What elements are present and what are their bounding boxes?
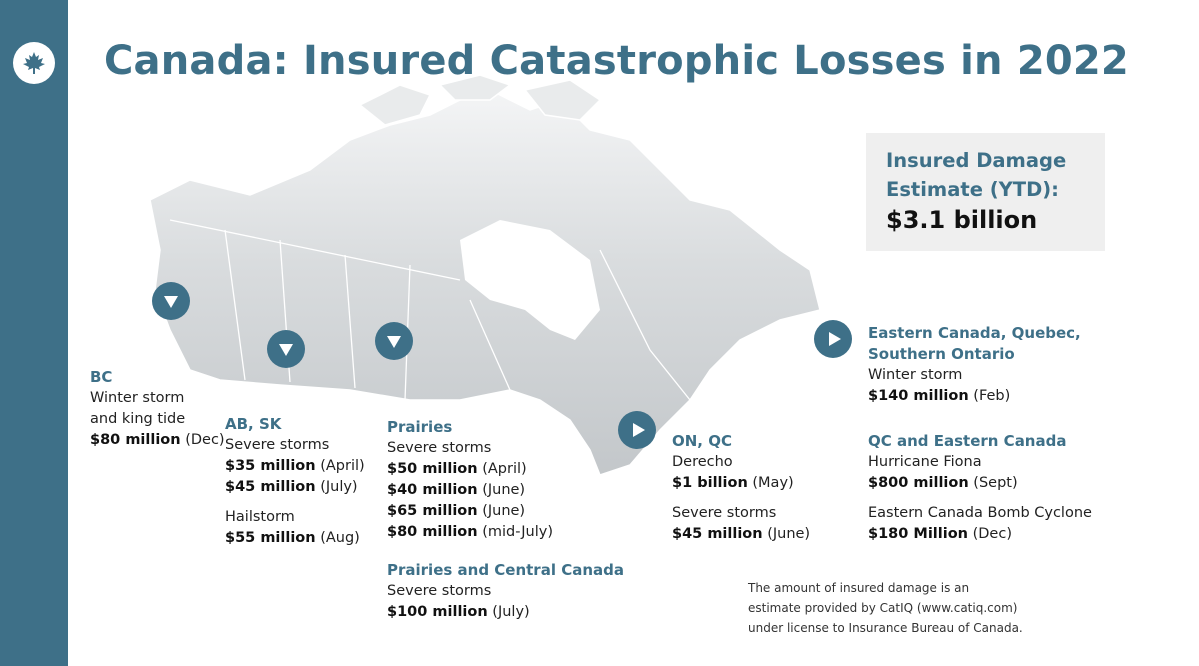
estimate-value: $3.1 billion <box>886 206 1038 234</box>
hudson-bay <box>460 220 600 340</box>
note-line: estimate provided by CatIQ (www.catiq.co… <box>748 601 1018 615</box>
estimate-panel: Insured Damage Estimate (YTD): $3.1 bill… <box>866 133 1105 251</box>
event-line: $55 million (Aug) <box>225 530 360 546</box>
region-heading: AB, SK <box>225 415 282 433</box>
event-line: $140 million (Feb) <box>868 388 1011 404</box>
region-prairies-central: Prairies and Central Canada Severe storm… <box>387 560 624 623</box>
region-ab-sk: AB, SK Severe storms $35 million (April)… <box>225 414 365 549</box>
event-line: $40 million (June) <box>387 482 526 498</box>
region-heading: Prairies <box>387 418 453 436</box>
event-line: $100 million (July) <box>387 604 530 620</box>
eastern-marker-right-triangle-icon[interactable] <box>814 320 852 358</box>
event-line: $65 million (June) <box>387 503 526 519</box>
onqc-marker-right-triangle-icon[interactable] <box>618 411 656 449</box>
event-line: Severe storms <box>672 505 777 521</box>
event-line: $35 million (April) <box>225 458 365 474</box>
region-heading: QC and Eastern Canada <box>868 432 1067 450</box>
region-heading: Eastern Canada, Quebec, Southern Ontario <box>868 324 1081 363</box>
event-line: Eastern Canada Bomb Cyclone <box>868 505 1092 521</box>
note-line: The amount of insured damage is an <box>748 581 970 595</box>
event-line: Severe storms <box>387 583 492 599</box>
source-note: The amount of insured damage is an estim… <box>748 578 1023 638</box>
sidebar <box>0 0 68 666</box>
region-heading: Prairies and Central Canada <box>387 561 624 579</box>
region-bc: BC Winter storm and king tide $80 millio… <box>90 367 225 451</box>
event-line: $80 million (mid-July) <box>387 524 553 540</box>
event-line: Severe storms <box>225 437 330 453</box>
event-line: Winter storm <box>90 390 185 406</box>
region-on-qc: ON, QC Derecho $1 billion (May) Severe s… <box>672 431 810 545</box>
event-line: $1 billion (May) <box>672 475 794 491</box>
event-line: Hailstorm <box>225 509 295 525</box>
event-line: Derecho <box>672 454 733 470</box>
event-line: $80 million (Dec) <box>90 432 225 448</box>
event-line: $800 million (Sept) <box>868 475 1018 491</box>
event-line: Hurricane Fiona <box>868 454 982 470</box>
event-line: Winter storm <box>868 367 963 383</box>
maple-leaf-logo-icon <box>13 42 55 84</box>
arctic-islands <box>358 74 602 126</box>
absk-marker-down-triangle-icon[interactable] <box>267 330 305 368</box>
region-heading: BC <box>90 368 113 386</box>
event-line: $180 Million (Dec) <box>868 526 1012 542</box>
region-eastern: Eastern Canada, Quebec, Southern Ontario… <box>868 323 1088 407</box>
region-qc-eastern: QC and Eastern Canada Hurricane Fiona $8… <box>868 431 1092 545</box>
event-line: and king tide <box>90 411 186 427</box>
note-line: under license to Insurance Bureau of Can… <box>748 621 1023 635</box>
event-line: $50 million (April) <box>387 461 527 477</box>
prairies-marker-down-triangle-icon[interactable] <box>375 322 413 360</box>
estimate-label: Insured Damage Estimate (YTD): <box>886 149 1067 201</box>
region-prairies: Prairies Severe storms $50 million (Apri… <box>387 417 553 543</box>
event-line: $45 million (July) <box>225 479 358 495</box>
canada-map <box>149 74 821 476</box>
page-title: Canada: Insured Catastrophic Losses in 2… <box>104 38 1129 84</box>
bc-marker-down-triangle-icon[interactable] <box>152 282 190 320</box>
event-line: $45 million (June) <box>672 526 811 542</box>
event-line: Severe storms <box>387 440 492 456</box>
region-heading: ON, QC <box>672 432 732 450</box>
